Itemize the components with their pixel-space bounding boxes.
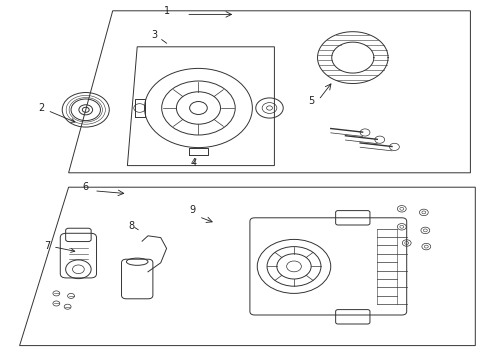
Text: 8: 8	[128, 221, 134, 231]
Text: 1: 1	[164, 6, 170, 17]
Text: 4: 4	[191, 158, 196, 168]
Text: 7: 7	[44, 240, 75, 252]
Text: 2: 2	[39, 103, 75, 122]
Text: 6: 6	[83, 182, 89, 192]
Text: 5: 5	[309, 96, 315, 106]
Text: 9: 9	[189, 205, 195, 215]
Text: 3: 3	[151, 30, 157, 40]
